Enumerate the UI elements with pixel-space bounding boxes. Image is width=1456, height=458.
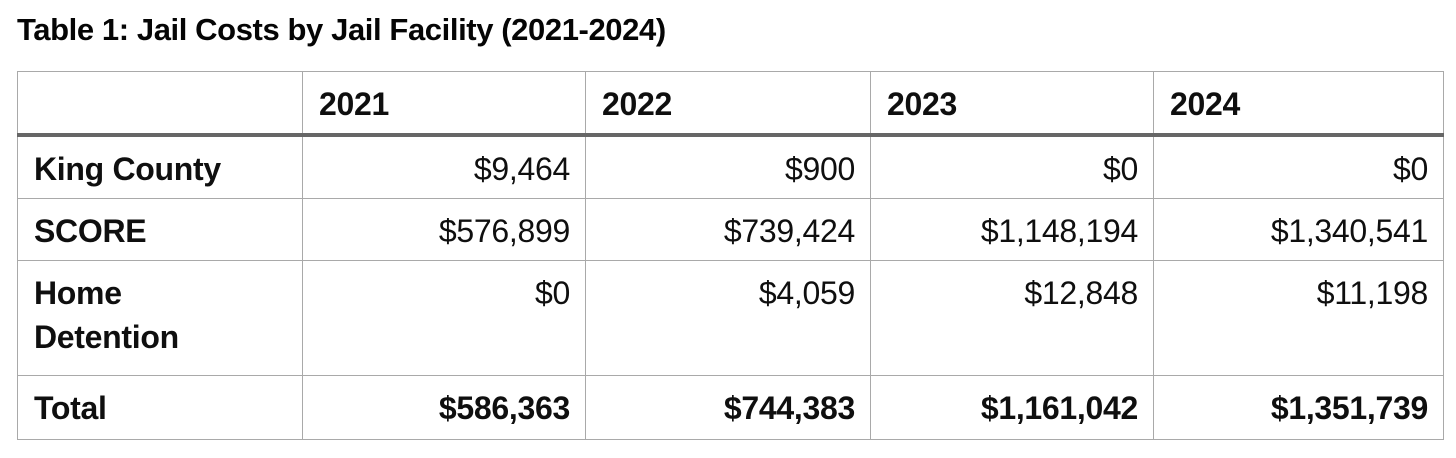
cell-value: $900 [585,134,871,199]
row-label: Home Detention [17,259,303,376]
cell-value: $1,351,739 [1153,374,1444,440]
table-row-total: Total $586,363 $744,383 $1,161,042 $1,35… [17,374,1444,440]
header-row: 2021 2022 2023 2024 [17,70,1444,138]
cell-value: $1,340,541 [1153,197,1444,261]
table-row-score: SCORE $576,899 $739,424 $1,148,194 $1,34… [17,197,1444,261]
col-header-2024: 2024 [1153,70,1444,138]
row-label: Total [17,374,303,440]
col-header-2021: 2021 [302,70,586,138]
cell-value: $1,161,042 [870,374,1154,440]
cell-value: $0 [1153,134,1444,199]
cell-value: $12,848 [870,259,1154,376]
cell-value: $4,059 [585,259,871,376]
row-label: King County [17,134,303,199]
table-row-king-county: King County $9,464 $900 $0 $0 [17,134,1444,199]
cell-value: $11,198 [1153,259,1444,376]
cell-value: $739,424 [585,197,871,261]
col-header-2023: 2023 [870,70,1154,138]
jail-costs-table: 2021 2022 2023 2024 King County $9,464 $… [17,70,1444,440]
table-title: Table 1: Jail Costs by Jail Facility (20… [17,12,666,47]
cell-value: $0 [302,259,586,376]
cell-value: $1,148,194 [870,197,1154,261]
row-label: SCORE [17,197,303,261]
row-label-text: Home Detention [34,274,179,356]
cell-value: $744,383 [585,374,871,440]
corner-header-cell [17,70,303,138]
cell-value: $576,899 [302,197,586,261]
col-header-2022: 2022 [585,70,871,138]
cell-value: $0 [870,134,1154,199]
table-row-home-detention: Home Detention $0 $4,059 $12,848 $11,198 [17,259,1444,376]
document-page: Table 1: Jail Costs by Jail Facility (20… [17,12,1444,440]
cell-value: $9,464 [302,134,586,199]
cell-value: $586,363 [302,374,586,440]
